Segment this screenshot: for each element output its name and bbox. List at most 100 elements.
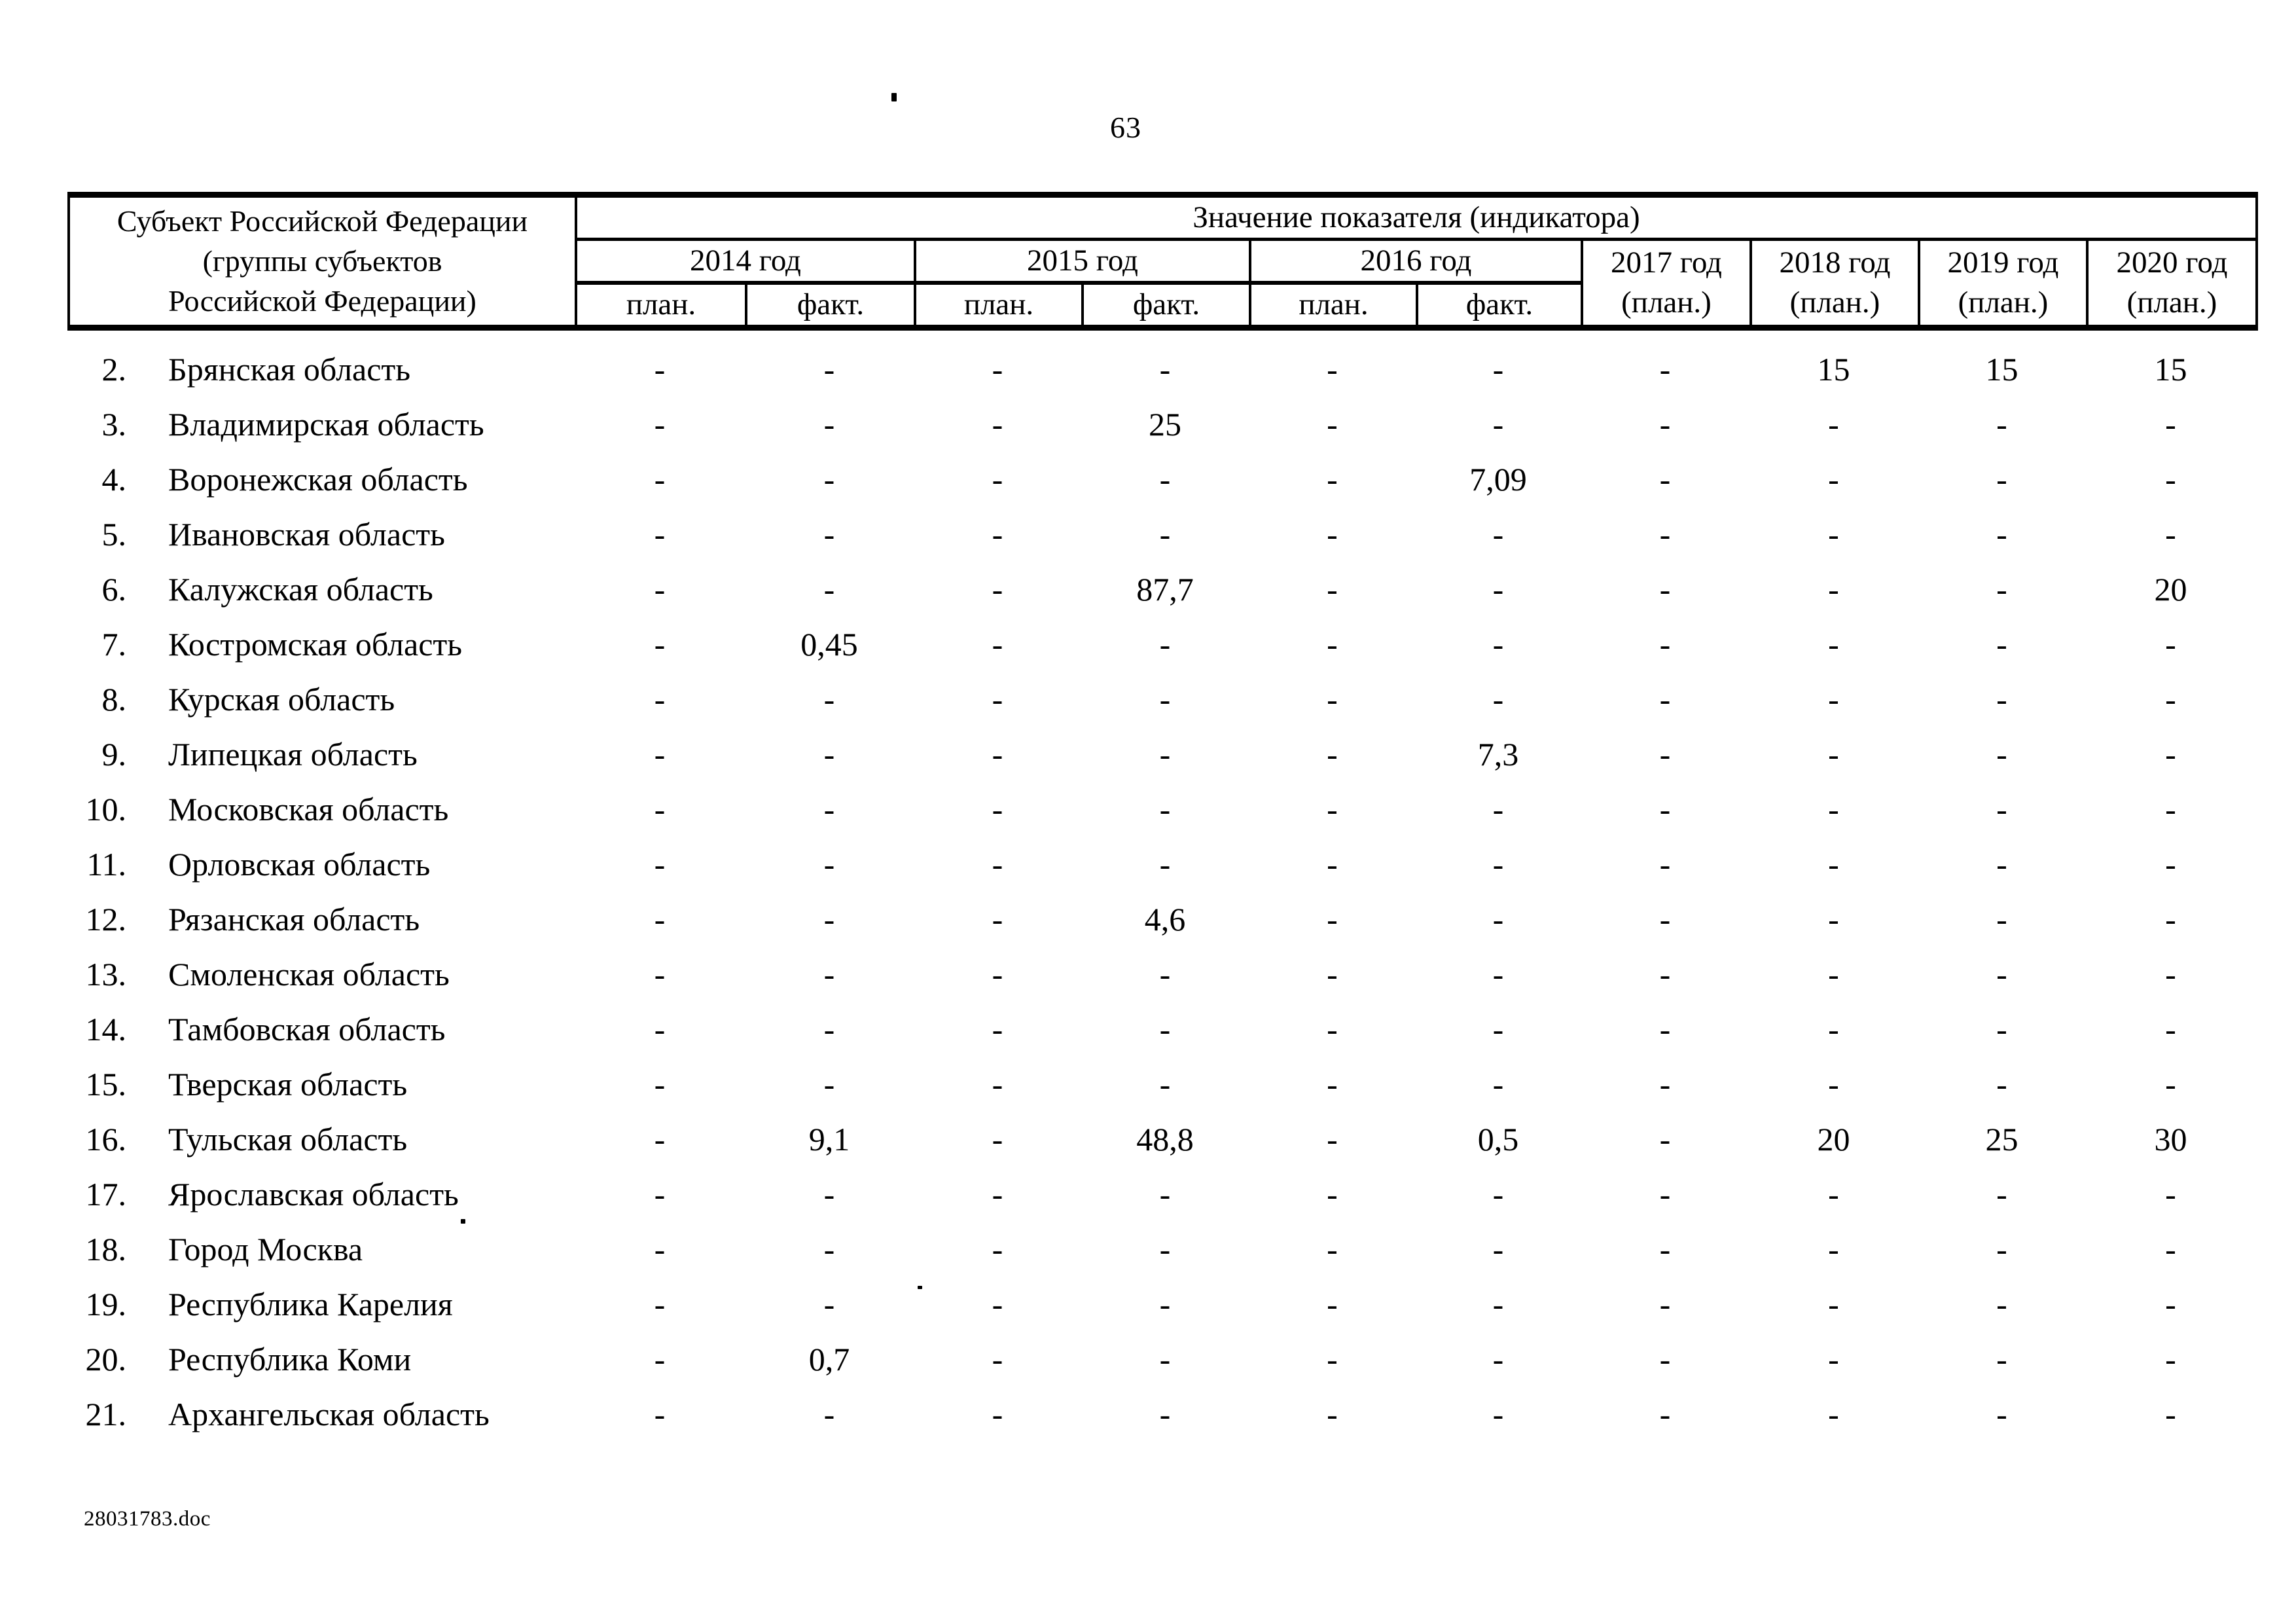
value-cell: - [1492,681,1504,718]
value-cell: - [1492,1231,1504,1267]
value-cell: - [654,956,666,993]
value-cell: - [654,516,666,553]
value-cell: - [1159,1341,1171,1377]
indicator-table-header: Субъект Российской Федерации (группы суб… [67,191,2259,331]
table-row: 11. Орловская область - - - - - - - - - - [67,837,2255,892]
value-cell: - [654,1231,666,1267]
value-cell: - [1659,1011,1671,1048]
value-cell: - [823,406,835,443]
value-cell: - [1159,626,1171,663]
value-cell: 7,3 [1477,736,1519,773]
table-row: 3. Владимирская область - - - 25 - - - - - - [67,397,2255,452]
value-cell: - [654,901,666,938]
region-cell: 15. Тверская область [67,1057,575,1112]
value-cell: 25 [1985,1121,2018,1158]
table-row: 16. Тульская область - 9,1 - 48,8 - 0,5 - 20 25 30 [67,1112,2255,1167]
value-cell: - [1492,1011,1504,1048]
value-cell: - [1659,571,1671,608]
value-cell: - [1327,351,1338,388]
value-cell: - [1659,1066,1671,1103]
value-cell: - [1659,1396,1671,1432]
row-number: 11. [86,846,126,883]
region-name: Ивановская область [168,516,445,553]
row-number: 15. [85,1066,127,1103]
region-name: Ярославская область [168,1176,459,1213]
value-cell: - [1996,1341,2007,1377]
value-cell: - [992,1231,1003,1267]
region-name: Липецкая область [168,736,418,773]
value-cell: - [823,901,835,938]
value-cell: - [654,1066,666,1103]
row-number: 5. [101,516,127,553]
value-cell: - [1828,736,1839,773]
value-cell: 0,5 [1477,1121,1519,1158]
table-row: 9. Липецкая область - - - - - 7,3 - - - - [67,727,2255,782]
value-cell: - [1159,1231,1171,1267]
value-cell: 0,7 [808,1341,850,1377]
fact-2014-header: факт. [745,282,916,331]
row-number: 3. [101,406,127,443]
region-cell: 3. Владимирская область [67,397,575,452]
region-cell: 11. Орловская область [67,837,575,892]
value-cell: - [1327,406,1338,443]
fact-2016-header: факт. [1416,282,1583,331]
row-number: 13. [85,956,127,993]
region-name: Костромская область [168,626,463,663]
region-name: Владимирская область [168,406,484,443]
value-cell: - [1159,846,1171,883]
table-row: 15. Тверская область - - - - - - - - - - [67,1057,2255,1112]
value-cell: - [1159,956,1171,993]
value-cell: - [2165,516,2176,553]
region-cell: 4. Воронежская область [67,452,575,507]
year-2015-header: 2015 год [914,238,1251,285]
indicator-table-body: 2. Брянская область - - - - - - - 15 15 15 3. Владими… [67,342,2255,1442]
value-cell: - [823,1231,835,1267]
value-cell: - [654,626,666,663]
value-cell: - [1159,791,1171,828]
value-cell: - [1996,846,2007,883]
region-cell: 10. Московская область [67,782,575,837]
plan-2016-header: план. [1249,282,1418,331]
value-cell: - [823,681,835,718]
region-cell: 8. Курская область [67,672,575,727]
value-cell: - [1659,846,1671,883]
value-cell: - [992,516,1003,553]
value-cell: - [1159,681,1171,718]
value-cell: - [1492,1286,1504,1322]
value-cell: - [1492,406,1504,443]
table-row: 5. Ивановская область - - - - - - - - - - [67,507,2255,562]
value-cell: - [2165,956,2176,993]
value-cell: - [654,846,666,883]
table-row: 19. Республика Карелия - - - - - - - - - - [67,1277,2255,1332]
value-cell: - [1327,1231,1338,1267]
table-row: 2. Брянская область - - - - - - - 15 15 15 [67,342,2255,397]
value-cell: - [1492,1341,1504,1377]
table-row: 4. Воронежская область - - - - - 7,09 - - - - [67,452,2255,507]
region-name: Город Москва [168,1231,363,1267]
value-cell: - [1996,1231,2007,1267]
year-2019-header: 2019 год (план.) [1918,238,2089,331]
table-row: 12. Рязанская область - - - 4,6 - - - - - - [67,892,2255,947]
value-cell: - [1327,1011,1338,1048]
value-cell: - [654,1176,666,1213]
value-cell: - [1828,1011,1839,1048]
row-number: 10. [85,791,127,828]
plan-2015-header: план. [914,282,1084,331]
region-name: Смоленская область [168,956,450,993]
value-cell: - [1828,461,1839,498]
value-cell: - [992,1121,1003,1158]
fact-2015-header: факт. [1081,282,1251,331]
value-cell: - [1996,681,2007,718]
value-cell: - [654,736,666,773]
region-name: Воронежская область [168,461,468,498]
scan-speck [918,1286,922,1289]
value-cell: - [1659,901,1671,938]
value-cell: - [1996,1176,2007,1213]
row-number: 2. [101,351,127,388]
value-cell: - [1327,1176,1338,1213]
value-cell: 15 [2154,351,2187,388]
value-cell: 4,6 [1144,901,1186,938]
value-cell: - [1492,791,1504,828]
value-cell: - [1828,1396,1839,1432]
value-cell: 15 [1817,351,1850,388]
